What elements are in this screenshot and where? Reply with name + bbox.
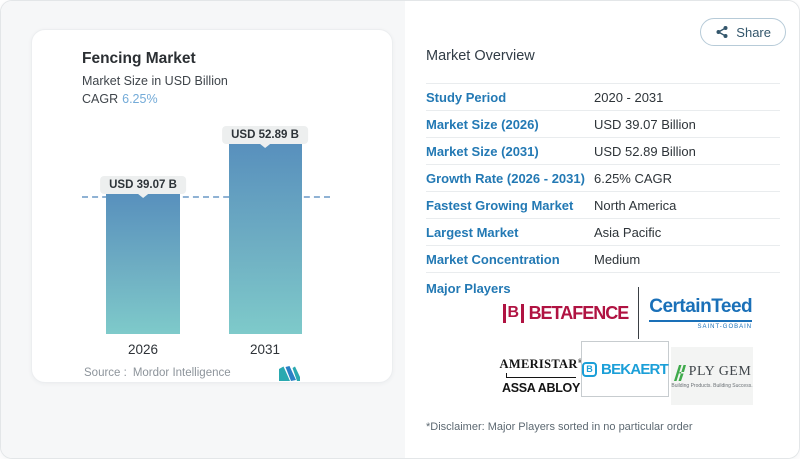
chart-card: Fencing Market Market Size in USD Billio… [31, 29, 393, 383]
major-players-logos: B BETAFENCE CertainTeed SAINT-GOBAIN AME… [500, 287, 753, 405]
logo-divider [638, 287, 640, 339]
row-label: Market Size (2026) [426, 116, 539, 132]
major-players-label: Major Players [426, 281, 511, 296]
source-attribution: Source : Mordor Intelligence [84, 367, 231, 379]
disclaimer-text: *Disclaimer: Major Players sorted in no … [426, 421, 693, 433]
table-row: Market Size (2026) USD 39.07 Billion [426, 110, 780, 137]
bar-value-badge-2026: USD 39.07 B [100, 176, 186, 194]
source-name: Mordor Intelligence [132, 367, 231, 379]
row-label: Market Size (2031) [426, 143, 539, 159]
mordor-intelligence-logo-icon [279, 366, 305, 387]
plygem-wordmark: PLY GEM [688, 364, 752, 379]
row-value: Asia Pacific [594, 224, 662, 240]
row-label: Study Period [426, 89, 507, 105]
cagr-value: 6.25% [122, 92, 158, 106]
source-label: Source : [84, 367, 127, 379]
row-label: Fastest Growing Market [426, 197, 574, 213]
logo-row: B BETAFENCE CertainTeed SAINT-GOBAIN [503, 287, 753, 339]
chart-cagr: CAGR 6.25% [82, 92, 158, 106]
bar-value-badge-2031: USD 52.89 B [222, 126, 308, 144]
plygem-icon [673, 363, 687, 381]
table-row: Market Size (2031) USD 52.89 Billion [426, 137, 780, 164]
row-value: USD 52.89 Billion [594, 143, 696, 159]
plygem-tagline: Building Products. Building Success. [671, 383, 753, 389]
table-row: Market Concentration Medium [426, 245, 780, 272]
table-divider [426, 272, 780, 273]
row-value: North America [594, 197, 677, 213]
ameristar-wordmark: AMERISTAR® [499, 357, 583, 371]
x-axis-label-2031: 2031 [249, 342, 281, 357]
table-row: Growth Rate (2026 - 2031) 6.25% CAGR [426, 164, 780, 191]
table-row: Largest Market Asia Pacific [426, 218, 780, 245]
share-icon [715, 25, 729, 39]
panel-heading: Market Overview [426, 48, 535, 64]
betafence-icon: B [503, 303, 524, 323]
row-value: 6.25% CAGR [594, 170, 673, 186]
betafence-wordmark: BETAFENCE [528, 302, 630, 323]
bekaert-logo: B BEKAERT [581, 341, 669, 397]
certainteed-logo: CertainTeed SAINT-GOBAIN [639, 296, 753, 330]
reference-dashed-line [82, 196, 330, 198]
row-value: USD 39.07 Billion [594, 116, 696, 132]
table-row: Fastest Growing Market North America [426, 191, 780, 218]
betafence-logo: B BETAFENCE [503, 303, 638, 324]
ameristar-rule [506, 373, 576, 378]
logo-row: AMERISTAR® ASSA ABLOY B BEKAERT [500, 341, 753, 405]
share-button-label: Share [736, 24, 771, 40]
ameristar-assaabloy-logo: AMERISTAR® ASSA ABLOY [500, 347, 583, 405]
row-value: Medium [594, 251, 641, 267]
saint-gobain-label: SAINT-GOBAIN [697, 324, 753, 330]
row-label: Largest Market [426, 224, 519, 240]
market-overview-panel: Share Market Overview Study Period 2020 … [405, 1, 799, 458]
share-button[interactable]: Share [700, 18, 786, 46]
certainteed-wordmark: CertainTeed [649, 296, 753, 322]
plygem-logo: PLY GEM Building Products. Building Succ… [671, 347, 753, 405]
chart-title: Fencing Market [82, 50, 196, 67]
overview-table: Study Period 2020 - 2031 Market Size (20… [426, 83, 780, 272]
chart-subtitle: Market Size in USD Billion [82, 74, 228, 88]
bekaert-icon: B [582, 361, 598, 377]
bar-2026 [106, 194, 180, 334]
row-label: Growth Rate (2026 - 2031) [426, 170, 585, 186]
row-value: 2020 - 2031 [594, 89, 664, 105]
bar-2031 [229, 144, 302, 334]
x-axis-label-2026: 2026 [127, 342, 159, 357]
bekaert-wordmark: BEKAERT [601, 360, 669, 378]
table-row: Study Period 2020 - 2031 [426, 83, 780, 110]
assa-abloy-wordmark: ASSA ABLOY [501, 381, 581, 395]
cagr-label: CAGR [82, 92, 119, 106]
row-label: Market Concentration [426, 251, 560, 267]
